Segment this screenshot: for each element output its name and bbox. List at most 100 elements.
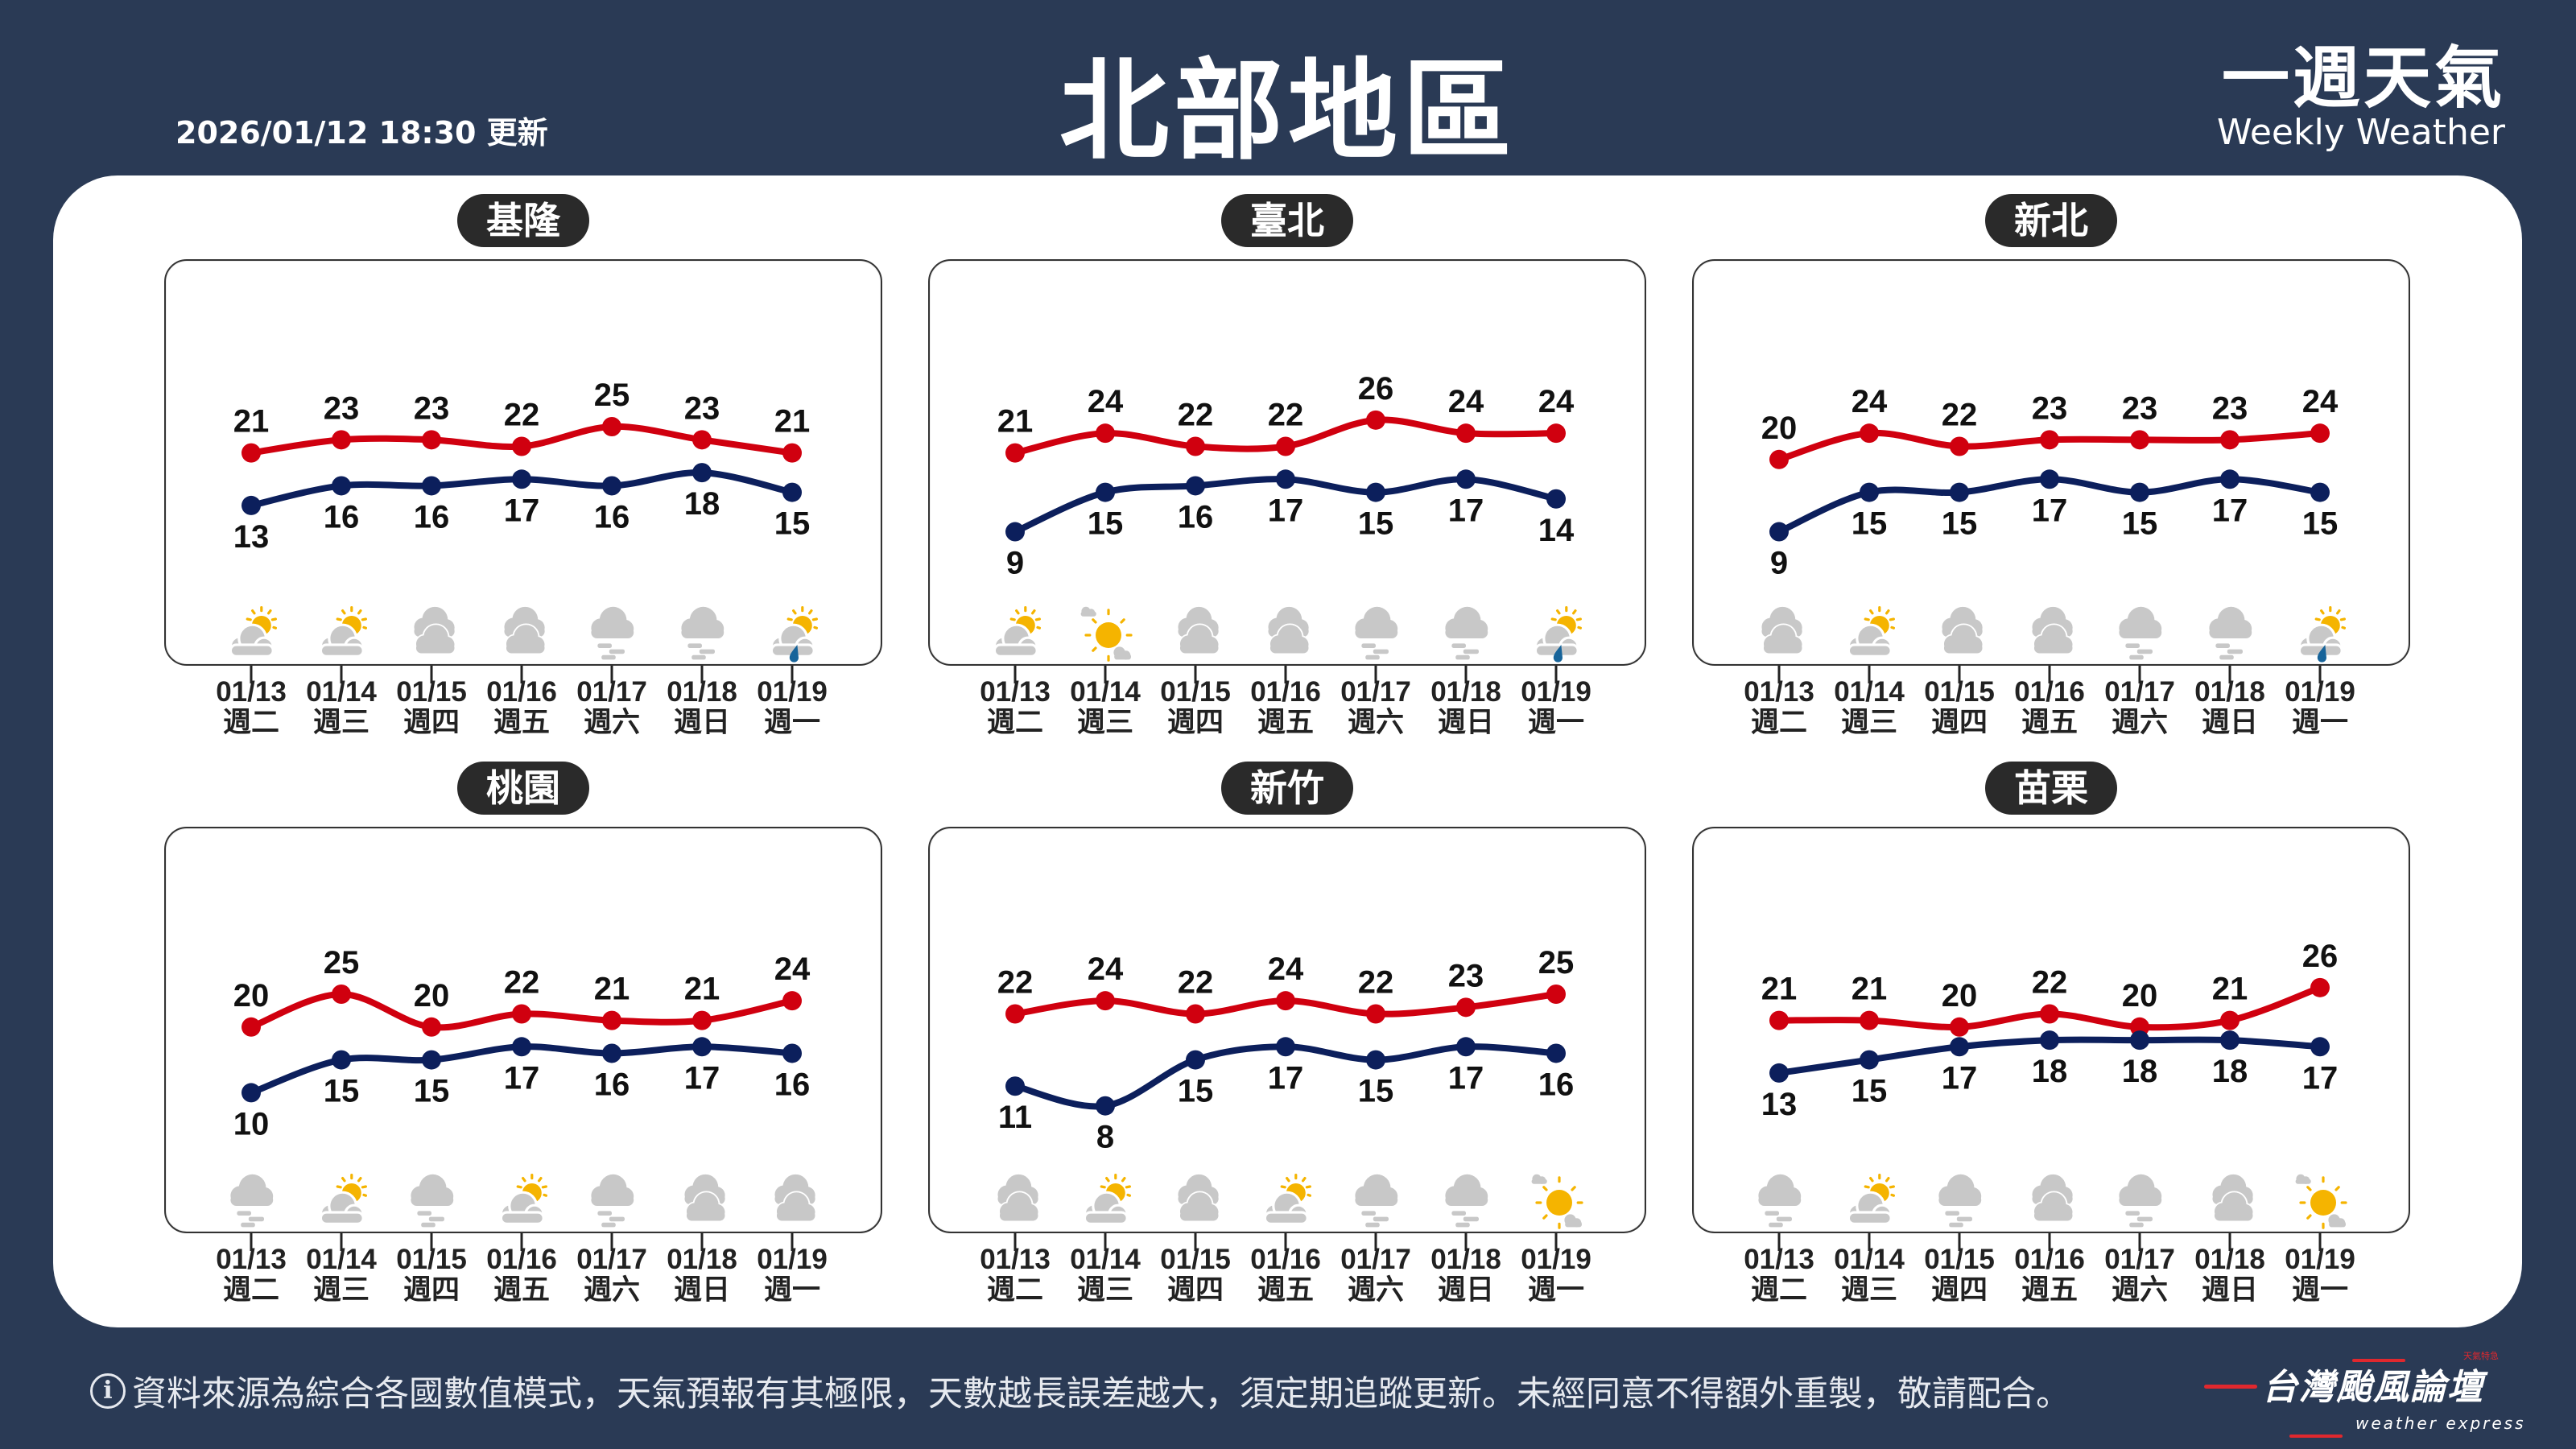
high-temp-label: 24	[1268, 952, 1304, 987]
low-temp-label: 9	[1006, 546, 1024, 581]
low-temp-label: 9	[1770, 546, 1788, 581]
date-label: 01/17	[1340, 1244, 1411, 1275]
high-temp-point	[1276, 991, 1295, 1011]
low-temp-point	[422, 1050, 441, 1070]
date-label: 01/16	[2014, 1244, 2085, 1275]
high-temp-point	[242, 1017, 261, 1037]
high-temp-point	[1276, 436, 1295, 456]
high-temp-label: 23	[414, 390, 450, 426]
low-temp-label: 17	[1448, 1060, 1484, 1096]
high-temp-point	[332, 985, 351, 1004]
high-temp-label: 23	[324, 390, 360, 426]
weekday-label: 週二	[986, 707, 1043, 738]
fog-icon	[2119, 1174, 2161, 1228]
low-temp-label: 17	[504, 1060, 540, 1096]
weekday-label: 週六	[583, 707, 640, 738]
high-temp-label: 22	[1178, 397, 1214, 432]
cloudy-icon	[504, 607, 544, 654]
high-temp-point	[1546, 423, 1566, 444]
weekday-label: 週四	[402, 707, 460, 738]
partly-cloudy-icon	[320, 608, 365, 657]
high-temp-label: 22	[1268, 397, 1304, 432]
date-label: 01/19	[1521, 676, 1591, 708]
date-label: 01/13	[1744, 1244, 1814, 1275]
partly-cloudy-icon	[230, 608, 275, 657]
high-temp-label: 22	[997, 964, 1034, 1000]
high-temp-label: 24	[2302, 384, 2339, 419]
date-label: 01/19	[2285, 1244, 2355, 1275]
cloudy-icon	[684, 1174, 724, 1221]
high-temp-point	[422, 430, 441, 450]
high-temp-point	[1546, 985, 1566, 1004]
high-temp-point	[1860, 1010, 1879, 1030]
low-temp-label: 10	[233, 1106, 270, 1141]
low-temp-point	[692, 463, 712, 483]
low-temp-label: 13	[233, 519, 270, 555]
low-temp-label: 17	[2302, 1060, 2339, 1096]
date-label: 01/14	[1834, 676, 1905, 708]
region-label: 新竹	[1221, 762, 1353, 815]
date-label: 01/13	[1744, 676, 1814, 708]
sunny-icon	[1530, 1173, 1583, 1229]
high-temp-label: 22	[1178, 964, 1214, 1000]
logo-tag: 天氣特急	[2463, 1351, 2499, 1361]
low-temp-point	[1769, 1063, 1789, 1083]
high-temp-point	[602, 417, 621, 436]
date-label: 01/18	[667, 676, 737, 708]
fog-icon	[1355, 1174, 1397, 1228]
high-temp-label: 21	[684, 972, 720, 1007]
weekday-label: 週三	[1076, 707, 1133, 738]
weekday-label: 週二	[1750, 1274, 1807, 1306]
date-label: 01/17	[2104, 676, 2175, 708]
low-temp-label: 18	[2032, 1054, 2068, 1089]
cloudy-icon	[2032, 1174, 2072, 1221]
high-temp-point	[1769, 449, 1789, 469]
high-temp-label: 24	[1538, 384, 1575, 419]
high-temp-point	[1950, 436, 1969, 456]
date-label: 01/16	[486, 1244, 557, 1275]
date-label: 01/16	[1250, 676, 1321, 708]
page-title: 北部地區	[1059, 48, 1517, 175]
date-label: 01/13	[980, 1244, 1051, 1275]
weekday-label: 週四	[402, 1274, 460, 1306]
low-temp-point	[2130, 1030, 2149, 1051]
weekday-label: 週二	[1750, 707, 1807, 738]
temperature-chart: 20 25 20 22 21 21 24 10 15 15 17 16 17 16	[164, 945, 882, 1251]
weekday-label: 週一	[763, 707, 820, 738]
low-temp-point	[1860, 1050, 1879, 1070]
low-temp-point	[512, 469, 531, 489]
low-temp-point	[2220, 1030, 2240, 1051]
weekday-label: 週二	[986, 1274, 1043, 1306]
date-label: 01/15	[1160, 676, 1231, 708]
weekday-label: 週四	[1166, 1274, 1224, 1306]
high-temp-point	[782, 443, 802, 463]
rain-sun-icon	[2299, 608, 2344, 663]
high-temp-point	[1005, 1004, 1025, 1024]
weekday-label: 週一	[2291, 707, 2348, 738]
weekday-label: 週一	[1527, 1274, 1584, 1306]
high-temp-point	[692, 1010, 712, 1030]
high-temp-label: 22	[1358, 964, 1394, 1000]
high-temp-point	[1860, 423, 1879, 444]
low-temp-point	[1546, 1043, 1566, 1063]
low-temp-label: 17	[1448, 493, 1484, 528]
high-temp-label: 22	[504, 964, 540, 1000]
date-label: 01/18	[2194, 676, 2265, 708]
date-label: 01/16	[2014, 676, 2085, 708]
high-temp-point	[1950, 1017, 1969, 1037]
partly-cloudy-icon	[320, 1175, 365, 1224]
weekday-label: 週五	[493, 1274, 550, 1306]
low-temp-label: 17	[2032, 493, 2068, 528]
date-label: 01/17	[1340, 676, 1411, 708]
partly-cloudy-icon	[994, 608, 1039, 657]
date-label: 01/18	[667, 1244, 737, 1275]
high-temp-label: 21	[2212, 972, 2248, 1007]
low-temp-point	[1546, 489, 1566, 509]
cloudy-icon	[2032, 607, 2072, 654]
weekday-label: 週日	[1437, 1274, 1494, 1306]
high-temp-label: 26	[1358, 371, 1394, 407]
temperature-chart: 20 24 22 23 23 23 24 9 15 15 17 15 17 15	[1692, 384, 2410, 683]
date-label: 01/13	[216, 1244, 287, 1275]
rain-sun-icon	[771, 608, 816, 663]
low-temp-point	[1456, 469, 1476, 489]
